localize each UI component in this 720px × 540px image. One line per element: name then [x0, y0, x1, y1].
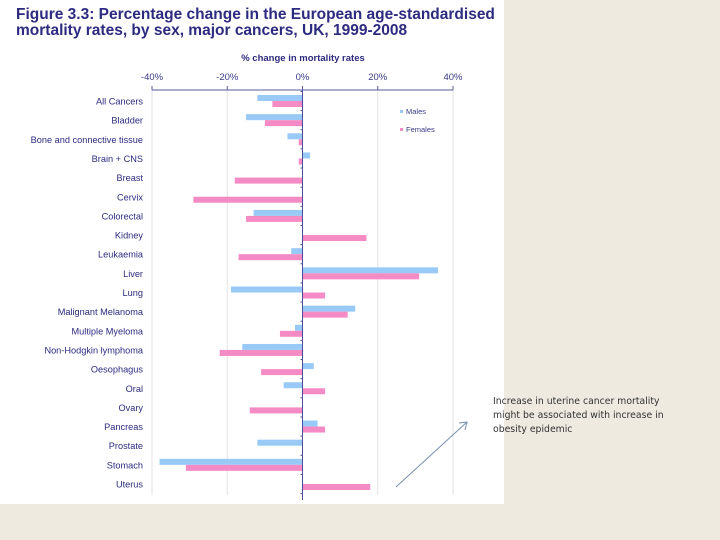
bar-females — [219, 349, 303, 356]
chart-title-line-2: mortality rates, by sex, major cancers, … — [16, 22, 408, 39]
bar-males — [231, 286, 303, 293]
legend-label-males: Males — [406, 107, 426, 116]
legend: Males Females — [400, 107, 435, 134]
category-labels: All Cancers Bladder Bone and connective ti… — [31, 97, 144, 490]
category-label: Uterus — [116, 480, 143, 490]
category-label: Malignant Melanoma — [58, 307, 144, 317]
legend-swatch-males — [400, 110, 403, 113]
bar-males — [302, 363, 314, 370]
category-label: Brain + CNS — [92, 154, 143, 164]
category-label: Pancreas — [104, 422, 143, 432]
chart-title-line-1: Figure 3.3: Percentage change in the Eur… — [16, 6, 495, 23]
bar-males — [257, 95, 303, 101]
bar-females — [302, 311, 348, 318]
bar-males — [302, 305, 356, 312]
annotation-text: Increase in uterine cancer mortality mig… — [493, 395, 713, 437]
annotation-line-1: Increase in uterine cancer mortality — [493, 396, 660, 407]
bar-females — [261, 369, 303, 376]
bar-males — [294, 324, 303, 331]
x-tick-label: -40% — [141, 72, 164, 83]
chart-panel — [0, 0, 504, 504]
x-tick-label: 20% — [368, 72, 388, 83]
category-label: Breast — [116, 173, 143, 183]
bar-males — [287, 133, 303, 140]
bar-males — [302, 152, 311, 159]
x-tick-label: 40% — [443, 72, 463, 83]
category-label: Stomach — [107, 460, 143, 470]
bar-females — [249, 407, 303, 414]
bar-males — [302, 420, 318, 427]
bar-males — [253, 209, 303, 216]
category-label: Ovary — [118, 403, 143, 413]
bar-females — [298, 158, 303, 165]
bar-males — [257, 439, 303, 446]
chart-title: Figure 3.3: Percentage change in the Eur… — [16, 7, 496, 39]
bar-females — [185, 464, 303, 471]
category-label: Lung — [123, 288, 143, 298]
arrow-up-right-icon — [395, 421, 468, 488]
bar-females — [234, 177, 303, 184]
category-label: Multiple Myeloma — [72, 326, 144, 336]
x-tick-label: -20% — [216, 72, 239, 83]
category-label: Non-Hodgkin lymphoma — [44, 345, 143, 355]
bar-males — [302, 267, 438, 274]
category-label: Colorectal — [102, 211, 143, 221]
annotation-line-3: obesity epidemic — [493, 424, 573, 435]
category-label: Kidney — [115, 231, 143, 241]
bar-males — [159, 458, 303, 465]
category-label: All Cancers — [96, 97, 143, 107]
x-tick-label: 0% — [296, 72, 310, 83]
grid-lines — [151, 90, 454, 495]
bar-females — [302, 484, 371, 490]
bar-females — [279, 330, 303, 337]
category-label: Cervix — [117, 192, 143, 202]
bar-males — [246, 114, 303, 121]
bar-males — [242, 343, 303, 350]
category-label: Oesophagus — [91, 365, 144, 375]
bar-females — [246, 215, 303, 222]
category-label: Liver — [123, 269, 143, 279]
bar-chart: % change in mortality rates -40% -20% 0% 20… — [31, 53, 468, 500]
bars — [159, 90, 438, 500]
bar-females — [302, 273, 420, 280]
category-label: Bone and connective tissue — [31, 135, 143, 145]
bar-females — [238, 254, 303, 261]
bar-females — [302, 235, 367, 242]
category-label: Bladder — [111, 116, 143, 126]
bar-females — [193, 196, 303, 203]
category-label: Oral — [126, 384, 143, 394]
x-axis-label: % change in mortality rates — [241, 53, 365, 64]
bar-females — [302, 426, 326, 433]
bar-females — [298, 139, 303, 146]
legend-label-females: Females — [406, 125, 435, 134]
bar-females — [272, 101, 303, 107]
x-axis-ticks: -40% -20% 0% 20% 40% — [141, 72, 463, 91]
bar-females — [264, 120, 303, 127]
bar-males — [283, 382, 303, 389]
category-label: Prostate — [109, 441, 143, 451]
bar-females — [302, 388, 326, 395]
bar-females — [302, 292, 326, 299]
legend-swatch-females — [400, 128, 403, 131]
annotation-line-2: might be associated with increase in — [493, 410, 664, 421]
bar-males — [291, 248, 303, 255]
category-label: Leukaemia — [98, 250, 144, 260]
